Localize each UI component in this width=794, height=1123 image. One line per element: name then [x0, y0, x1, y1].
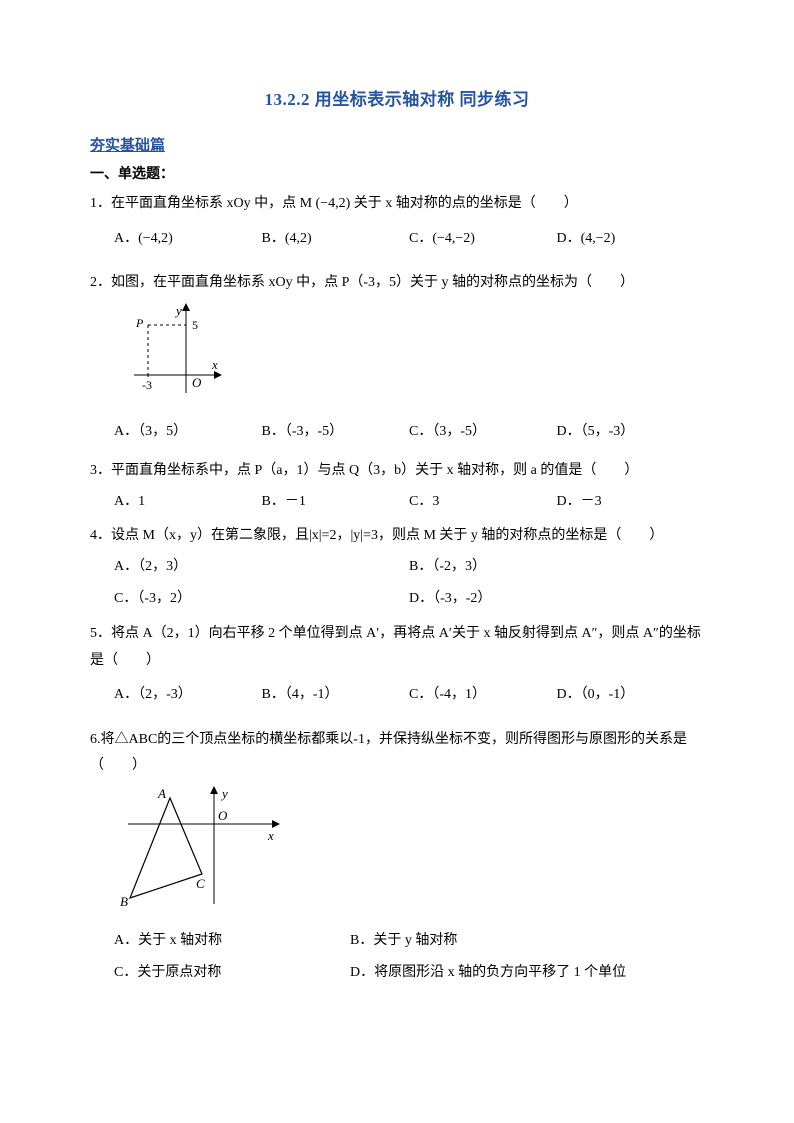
subsection-heading: 一、单选题：: [90, 163, 704, 183]
q4-opt-a[interactable]: A．（2，3）: [114, 554, 409, 581]
q4-opt-c[interactable]: C．（-3，2）: [114, 586, 409, 613]
question-5: 5．将点 A（2，1）向右平移 2 个单位得到点 A′，再将点 A′关于 x 轴…: [90, 621, 704, 709]
svg-text:x: x: [211, 357, 218, 372]
svg-text:B: B: [120, 894, 128, 909]
q5-options: A．（2，-3） B．（4，-1） C．（-4，1） D．（0，-1）: [90, 682, 704, 709]
q3-opt-a[interactable]: A．1: [114, 489, 262, 516]
q6-opt-c[interactable]: C．关于原点对称: [114, 960, 350, 987]
q2-opt-b[interactable]: B．（-3，-5）: [262, 419, 410, 446]
question-2: 2．如图，在平面直角坐标系 xOy 中，点 P（-3，5）关于 y 轴的对称点的…: [90, 270, 704, 446]
svg-text:5: 5: [192, 318, 198, 332]
q2-opt-c[interactable]: C．（3，-5）: [409, 419, 557, 446]
question-3: 3．平面直角坐标系中，点 P（a，1）与点 Q（3，b）关于 x 轴对称，则 a…: [90, 458, 704, 515]
q6-figure: A B C O x y: [90, 786, 704, 922]
q3-opt-c[interactable]: C．3: [409, 489, 557, 516]
q3-stem: 3．平面直角坐标系中，点 P（a，1）与点 Q（3，b）关于 x 轴对称，则 a…: [90, 458, 704, 485]
q4-opt-b[interactable]: B．（-2，3）: [409, 554, 704, 581]
q1-opt-d[interactable]: D．(4,−2): [557, 226, 705, 253]
svg-text:C: C: [196, 876, 205, 891]
q6-opt-b[interactable]: B．关于 y 轴对称: [350, 928, 645, 955]
q3-options: A．1 B．－1 C．3 D．－3: [90, 489, 704, 516]
q3-opt-b[interactable]: B．－1: [262, 489, 410, 516]
svg-text:P: P: [135, 316, 144, 330]
q3-opt-d[interactable]: D．－3: [557, 489, 705, 516]
svg-text:-3: -3: [142, 378, 152, 392]
q5-opt-c[interactable]: C．（-4，1）: [409, 682, 557, 709]
svg-text:O: O: [192, 375, 202, 390]
q2-figure: P 5 -3 O x y: [90, 303, 704, 414]
svg-text:y: y: [174, 303, 182, 318]
svg-text:y: y: [220, 786, 228, 801]
question-1: 1．在平面直角坐标系 xOy 中，点 M (−4,2) 关于 x 轴对称的点的坐…: [90, 191, 704, 252]
svg-text:x: x: [267, 828, 274, 843]
q2-options: A．（3，5） B．（-3，-5） C．（3，-5） D．（5，-3）: [90, 419, 704, 446]
q5-opt-b[interactable]: B．（4，-1）: [262, 682, 410, 709]
q6-stem: 6.将△ABC的三个顶点坐标的横坐标都乘以-1，并保持纵坐标不变，则所得图形与原…: [90, 727, 704, 780]
q2-opt-a[interactable]: A．（3，5）: [114, 419, 262, 446]
q6-opt-d[interactable]: D．将原图形沿 x 轴的负方向平移了 1 个单位: [350, 960, 645, 987]
q6-opt-a[interactable]: A．关于 x 轴对称: [114, 928, 350, 955]
section-heading: 夯实基础篇: [90, 134, 704, 155]
svg-text:O: O: [218, 808, 228, 823]
q2-stem: 2．如图，在平面直角坐标系 xOy 中，点 P（-3，5）关于 y 轴的对称点的…: [90, 270, 704, 297]
question-6: 6.将△ABC的三个顶点坐标的横坐标都乘以-1，并保持纵坐标不变，则所得图形与原…: [90, 727, 704, 987]
q1-opt-a[interactable]: A．(−4,2): [114, 226, 262, 253]
q2-opt-d[interactable]: D．（5，-3）: [557, 419, 705, 446]
svg-text:A: A: [157, 786, 166, 801]
q5-stem: 5．将点 A（2，1）向右平移 2 个单位得到点 A′，再将点 A′关于 x 轴…: [90, 621, 704, 674]
q5-opt-a[interactable]: A．（2，-3）: [114, 682, 262, 709]
q4-opt-d[interactable]: D．（-3，-2）: [409, 586, 704, 613]
q4-options-1: A．（2，3） B．（-2，3）: [90, 554, 704, 581]
q4-options-2: C．（-3，2） D．（-3，-2）: [90, 586, 704, 613]
q6-options-2: C．关于原点对称 D．将原图形沿 x 轴的负方向平移了 1 个单位: [90, 960, 704, 987]
question-4: 4．设点 M（x，y）在第二象限，且|x|=2，|y|=3，则点 M 关于 y …: [90, 523, 704, 613]
q6-options-1: A．关于 x 轴对称 B．关于 y 轴对称: [90, 928, 704, 955]
q1-stem: 1．在平面直角坐标系 xOy 中，点 M (−4,2) 关于 x 轴对称的点的坐…: [90, 191, 704, 218]
q1-opt-b[interactable]: B．(4,2): [262, 226, 410, 253]
q4-stem: 4．设点 M（x，y）在第二象限，且|x|=2，|y|=3，则点 M 关于 y …: [90, 523, 704, 550]
q1-opt-c[interactable]: C．(−4,−2): [409, 226, 557, 253]
q5-opt-d[interactable]: D．（0，-1）: [557, 682, 705, 709]
q1-options: A．(−4,2) B．(4,2) C．(−4,−2) D．(4,−2): [90, 226, 704, 253]
page-title: 13.2.2 用坐标表示轴对称 同步练习: [90, 85, 704, 110]
